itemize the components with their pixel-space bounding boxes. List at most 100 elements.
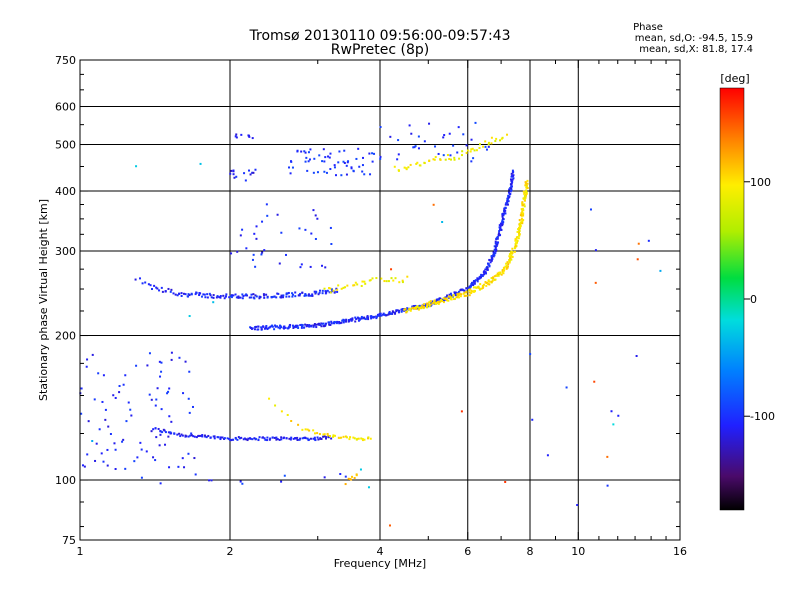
echo-point <box>522 197 525 200</box>
echo-point <box>305 156 308 159</box>
echo-point <box>360 285 363 288</box>
echo-point <box>316 432 319 435</box>
echo-point <box>347 320 350 323</box>
echo-point <box>314 439 317 442</box>
echo-point <box>413 146 416 149</box>
echo-point <box>222 294 225 297</box>
echo-point <box>448 295 451 298</box>
echo-point <box>260 328 263 331</box>
echo-point <box>341 319 344 322</box>
echo-point <box>344 286 347 289</box>
grid-layer <box>80 60 680 540</box>
echo-point <box>367 486 370 489</box>
echo-point <box>521 220 524 223</box>
echo-point <box>442 154 445 157</box>
echo-point <box>492 255 495 258</box>
echo-point <box>394 311 397 314</box>
echo-point <box>159 430 162 433</box>
echo-point <box>324 292 327 295</box>
y-tick-label: 600 <box>55 101 76 114</box>
echo-point <box>379 155 382 158</box>
echo-point <box>610 410 613 413</box>
echo-point <box>525 189 528 192</box>
echo-point <box>478 143 481 146</box>
echo-point <box>330 288 333 291</box>
echo-point <box>473 280 476 283</box>
echo-point <box>428 122 431 125</box>
echo-point <box>442 136 445 139</box>
echo-point <box>511 247 514 250</box>
echo-point <box>472 284 475 287</box>
echo-point <box>296 436 299 439</box>
echo-point <box>408 308 411 311</box>
echo-point <box>243 437 246 440</box>
echo-point <box>277 326 280 329</box>
echo-point <box>139 441 142 444</box>
echo-point <box>344 320 347 323</box>
echo-point <box>194 473 197 476</box>
echo-point <box>406 275 409 278</box>
echo-point <box>465 144 468 147</box>
echo-point <box>437 302 440 305</box>
x-tick-label: 4 <box>377 545 384 558</box>
echo-point <box>161 431 164 434</box>
echo-point <box>419 306 422 309</box>
echo-point <box>134 278 137 281</box>
echo-point <box>169 290 172 293</box>
echo-point <box>321 160 324 163</box>
echo-point <box>232 169 235 172</box>
echo-point <box>442 301 445 304</box>
echo-point <box>338 321 341 324</box>
echo-point <box>223 437 226 440</box>
echo-point <box>415 162 418 165</box>
echo-point <box>363 173 366 176</box>
echo-point <box>636 258 639 261</box>
echo-point <box>428 305 431 308</box>
echo-point <box>279 325 282 328</box>
echo-point <box>504 206 507 209</box>
echo-point <box>195 291 198 294</box>
echo-point <box>308 438 311 441</box>
echo-point <box>485 284 488 287</box>
echo-point <box>241 293 244 296</box>
echo-point <box>360 317 363 320</box>
echo-point <box>333 290 336 293</box>
echo-point <box>501 219 504 222</box>
echo-point <box>447 295 450 298</box>
echo-point <box>254 294 257 297</box>
echo-point <box>106 448 109 451</box>
echo-point <box>263 294 266 297</box>
echo-point <box>264 326 267 329</box>
echo-point <box>494 252 497 255</box>
echo-point <box>338 322 341 325</box>
echo-point <box>253 328 256 331</box>
echo-point <box>273 328 276 331</box>
phase-o-stats: mean, sd,O: -94.5, 15.9 <box>635 33 753 44</box>
echo-point <box>246 294 249 297</box>
echo-point <box>496 243 499 246</box>
echo-point <box>424 303 427 306</box>
echo-point <box>262 293 265 296</box>
echo-point <box>298 294 301 297</box>
echo-point <box>254 265 257 268</box>
echo-point <box>319 323 322 326</box>
echo-point <box>499 222 502 225</box>
echo-point <box>293 325 296 328</box>
echo-point <box>328 321 331 324</box>
echo-point <box>301 291 304 294</box>
echo-point <box>326 289 329 292</box>
echo-point <box>458 292 461 295</box>
echo-point <box>473 282 476 285</box>
echo-point <box>189 434 192 437</box>
echo-point <box>429 303 432 306</box>
echo-point <box>635 354 638 357</box>
echo-point <box>417 135 420 138</box>
echo-point <box>492 251 495 254</box>
echo-point <box>512 170 515 173</box>
echo-point <box>507 200 510 203</box>
echo-point <box>637 242 640 245</box>
echo-point <box>249 173 252 176</box>
echo-point <box>522 209 525 212</box>
echo-point <box>396 158 399 161</box>
